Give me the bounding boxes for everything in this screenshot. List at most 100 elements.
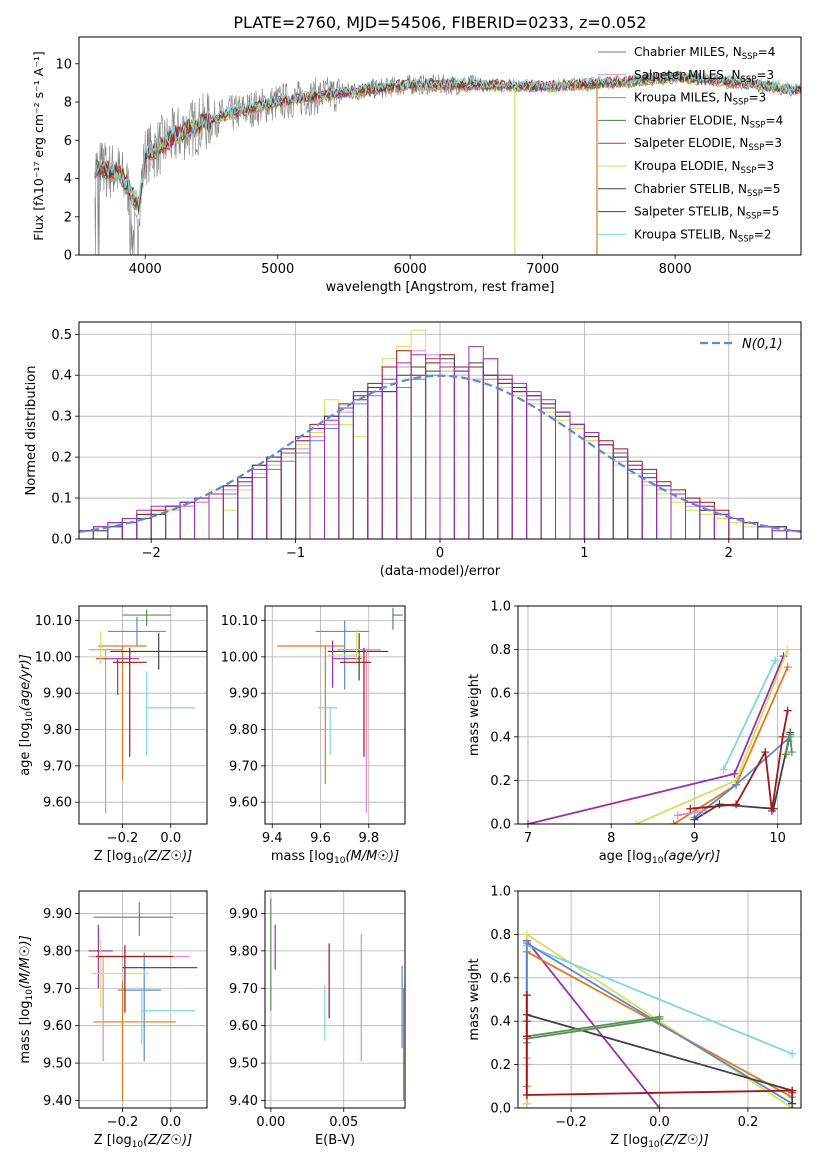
- y-tick-label: 9.90: [43, 907, 72, 922]
- y-tick-label: 9.40: [43, 1094, 72, 1109]
- mass-weight-marker: [686, 804, 695, 813]
- x-tick-label: 9: [690, 831, 698, 846]
- y-tick-label: 8: [64, 96, 72, 111]
- error-bar-point: [339, 647, 372, 757]
- plot-area: [522, 930, 797, 1108]
- mass-weight-marker: [788, 1088, 797, 1097]
- mass-weight-marker: [786, 730, 795, 739]
- panel-7: 0.00 0.05 9.40 9.50 9.60 9.70 9.80 9.90: [229, 891, 405, 1130]
- x-tick-label: 4000: [129, 262, 162, 277]
- error-bar-point: [146, 671, 195, 755]
- mass-weight-marker: [787, 748, 796, 757]
- panel-4: 9.4 9.6 9.8 9.60 9.70 9.80 9.90 10.00 10.10: [221, 606, 405, 846]
- mass-weight-marker: [788, 1099, 797, 1108]
- mass-weight-marker: [522, 939, 531, 948]
- error-bar-point: [88, 955, 191, 1062]
- axes-frame: [264, 890, 406, 1109]
- chart-title: PLATE=2760, MJD=54506, FIBERID=0233, z=0…: [233, 13, 646, 32]
- axes-frame: [78, 890, 208, 1109]
- mass-weight-marker: [767, 806, 776, 815]
- panel-1: 4000 5000 6000 7000 8000 0 2 4 6 8 10: [55, 57, 801, 277]
- y-tick-label: 9.90: [229, 907, 258, 922]
- panel-3: −0.2 0.0 9.60 9.70 9.80 9.90 10.00 10.10: [35, 606, 207, 846]
- y-tick-label: 0.6: [490, 687, 511, 702]
- x-tick-label: 9.4: [262, 831, 283, 846]
- y-tick-label: 0: [64, 249, 72, 264]
- mass-weight-marker: [522, 1090, 531, 1099]
- y-tick-label: 0.8: [490, 928, 511, 943]
- y-axis-label: mass weight: [467, 958, 482, 1040]
- x-tick-label: 5000: [261, 262, 294, 277]
- y-tick-label: 9.60: [43, 796, 72, 811]
- y-axis-label: Normed distribution: [24, 366, 39, 496]
- y-tick-label: 10.00: [221, 650, 258, 665]
- error-bar-point: [93, 631, 108, 665]
- x-axis-label: mass [log10(M/M☉)]: [271, 849, 399, 866]
- mass-weight-line: [694, 732, 792, 821]
- mass-weight-marker: [732, 780, 741, 789]
- plot-area: [277, 607, 403, 814]
- x-tick-label: −0.2: [555, 1115, 587, 1130]
- y-tick-label: 10.10: [221, 614, 258, 629]
- y-axis-label: Flux [fλ10⁻¹⁷ erg cm⁻² s⁻¹ A⁻¹]: [31, 51, 46, 240]
- y-tick-label: 10.10: [35, 614, 72, 629]
- error-bar-point: [122, 609, 171, 626]
- x-tick-label: 8000: [659, 262, 692, 277]
- error-bar-point: [318, 707, 338, 755]
- y-tick-label: 0.4: [490, 730, 511, 745]
- legend-entry: Kroupa MILES, NSSP=3: [634, 91, 766, 108]
- mass-weight-marker: [761, 748, 770, 757]
- y-axis-label: mass [log10(M/M☉)]: [18, 935, 35, 1063]
- mass-weight-marker: [522, 1099, 531, 1108]
- mass-weight-marker: [715, 800, 724, 809]
- y-tick-label: 9.50: [43, 1057, 72, 1072]
- error-bar-point: [327, 633, 389, 681]
- mass-weight-marker: [783, 645, 792, 654]
- mass-weight-marker: [522, 1017, 531, 1026]
- axes-frame: [78, 36, 802, 256]
- mass-weight-line: [525, 938, 661, 1108]
- legend-entry: Chabrier ELODIE, NSSP=4: [634, 113, 783, 130]
- y-tick-label: 9.80: [43, 723, 72, 738]
- y-tick-label: 9.80: [229, 944, 258, 959]
- histogram-series: [79, 346, 801, 539]
- y-tick-label: 9.60: [229, 1019, 258, 1034]
- x-tick-label: 6000: [394, 262, 427, 277]
- y-tick-label: 0.5: [51, 328, 72, 343]
- x-tick-label: 1: [580, 546, 588, 561]
- mass-weight-marker: [782, 750, 791, 759]
- y-tick-label: 9.80: [229, 723, 258, 738]
- plot-area: [523, 645, 796, 824]
- x-tick-label: 0.00: [256, 1115, 285, 1130]
- legend-entry: Salpeter MILES, NSSP=3: [634, 68, 774, 85]
- plot-area: [88, 609, 207, 814]
- x-tick-label: 10: [769, 831, 786, 846]
- error-bar-point: [327, 629, 362, 663]
- axes-frame: [78, 321, 802, 540]
- x-axis-label: wavelength [Angstrom, rest frame]: [326, 280, 555, 295]
- x-tick-label: 9.8: [358, 831, 379, 846]
- y-tick-label: 9.60: [229, 796, 258, 811]
- x-tick-label: −0.2: [107, 1115, 139, 1130]
- panel-2: −2 −1 0 1 2 0.0 0.1 0.2 0.3 0.4 0.5: [51, 322, 801, 561]
- x-tick-label: 0.05: [329, 1115, 358, 1130]
- x-tick-label: 0.2: [738, 1115, 759, 1130]
- error-bar-point: [91, 939, 150, 1007]
- y-tick-label: 2: [64, 210, 72, 225]
- y-tick-label: 0.1: [51, 492, 72, 507]
- y-tick-label: 0.2: [490, 1058, 511, 1073]
- error-bar-point: [88, 648, 123, 814]
- mass-weight-marker: [730, 769, 739, 778]
- legend-entry: Salpeter ELODIE, NSSP=3: [634, 136, 782, 153]
- mass-weight-marker: [771, 656, 780, 665]
- mass-weight-marker: [632, 820, 641, 824]
- y-tick-label: 6: [64, 134, 72, 149]
- error-bar-point: [117, 952, 162, 1062]
- x-axis-label: Z [log10(Z/Z☉)]: [610, 1133, 708, 1150]
- y-tick-label: 9.70: [43, 759, 72, 774]
- error-bar-point: [95, 658, 140, 696]
- plot-area: [94, 70, 801, 255]
- legend-entry: Chabrier STELIB, NSSP=5: [634, 182, 781, 199]
- y-axis-label: mass weight: [467, 674, 482, 756]
